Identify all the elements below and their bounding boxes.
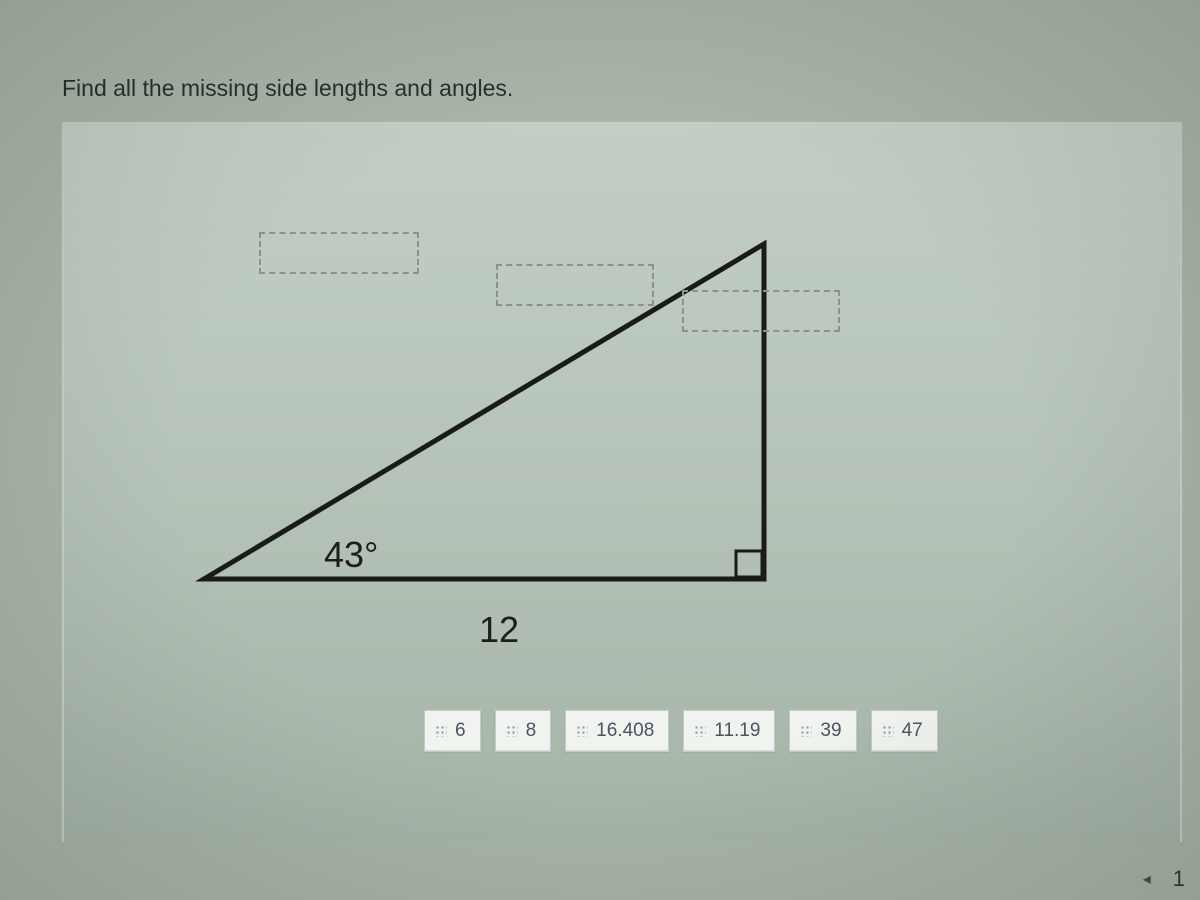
drag-grip-icon <box>435 725 447 737</box>
answer-tile[interactable]: 39 <box>789 710 856 752</box>
answer-tile[interactable]: 16.408 <box>565 710 669 752</box>
drag-grip-icon <box>800 725 812 737</box>
hypotenuse-drop[interactable] <box>259 232 419 274</box>
answer-tile[interactable]: 47 <box>871 710 938 752</box>
answer-tile[interactable]: 11.19 <box>683 710 775 752</box>
question-prompt: Find all the missing side lengths and an… <box>62 75 513 102</box>
tile-label: 39 <box>820 720 841 742</box>
triangle-outline <box>204 244 764 579</box>
work-panel: 43° 12 6 8 16.408 11.19 39 47 <box>62 122 1182 842</box>
answer-tile[interactable]: 8 <box>495 710 552 752</box>
tile-label: 6 <box>455 720 466 742</box>
tile-label: 11.19 <box>714 720 760 742</box>
tile-label: 16.408 <box>596 720 654 742</box>
prev-page-arrow[interactable]: ◂ <box>1143 869 1151 889</box>
tile-label: 47 <box>902 720 923 742</box>
page-number: 1 <box>1173 866 1185 892</box>
drag-grip-icon <box>694 725 706 737</box>
tile-label: 8 <box>526 720 537 742</box>
pager: ◂ 1 <box>1143 866 1185 892</box>
vertical-side-drop[interactable] <box>682 290 840 332</box>
answer-tile-tray: 6 8 16.408 11.19 39 47 <box>424 710 938 752</box>
answer-tile[interactable]: 6 <box>424 710 481 752</box>
drag-grip-icon <box>576 725 588 737</box>
given-angle-label: 43° <box>324 534 378 576</box>
right-angle-marker <box>736 551 762 577</box>
drag-grip-icon <box>882 725 894 737</box>
top-angle-drop[interactable] <box>496 264 654 306</box>
drag-grip-icon <box>506 725 518 737</box>
base-length-label: 12 <box>479 609 519 651</box>
